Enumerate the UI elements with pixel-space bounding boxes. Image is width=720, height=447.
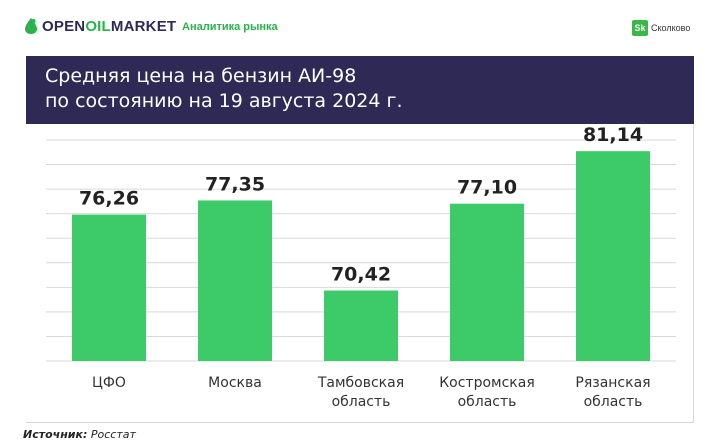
data-label: 76,26 [79, 188, 139, 210]
logo-part-market: MARKET [110, 17, 177, 35]
bar[interactable] [324, 290, 398, 361]
oil-drop-icon [24, 17, 38, 35]
bar[interactable] [450, 203, 524, 361]
category-label: область [458, 394, 517, 410]
data-label: 77,35 [205, 173, 265, 195]
category-label: область [332, 394, 391, 410]
skolkovo-logo[interactable]: Sk Сколково [632, 20, 690, 36]
data-label: 81,14 [583, 124, 643, 146]
chart-title-line-1: Средняя цена на бензин АИ-98 [45, 65, 357, 87]
tagline: Аналитика рынка [182, 21, 278, 33]
category-label: Тамбовская [317, 375, 404, 391]
bar[interactable] [576, 151, 650, 361]
chart-title-band: Средняя цена на бензин АИ-98 по состояни… [26, 56, 694, 124]
bar[interactable] [198, 200, 272, 361]
skolkovo-mark-icon: Sk [632, 20, 648, 36]
source-value: Росстат [90, 428, 136, 441]
category-label: Рязанская [575, 375, 650, 391]
source-note: Источник: Росстат [23, 428, 136, 441]
chart-title-line-2: по состоянию на 19 августа 2024 г. [45, 90, 403, 112]
data-label: 70,42 [331, 264, 391, 286]
logo-part-oil: OIL [85, 17, 111, 35]
logo-wordmark: OPENOILMARKET [42, 18, 176, 35]
header: OPENOILMARKET Аналитика рынка Sk Сколков… [0, 0, 720, 56]
category-label: Костромская [439, 375, 535, 391]
data-label: 77,10 [457, 177, 517, 199]
category-label: Москва [208, 375, 262, 391]
skolkovo-label: Сколково [651, 23, 691, 33]
bar[interactable] [72, 214, 146, 361]
bar-chart: 76,26 ЦФО 77,35 Москва 70,42 Тамбовская област… [46, 124, 676, 410]
openoilmarket-logo[interactable]: OPENOILMARKET [24, 17, 176, 35]
source-label: Источник: [23, 428, 88, 441]
chart-frame: 76,26 ЦФО 77,35 Москва 70,42 Тамбовская област… [26, 124, 694, 423]
logo-part-open: OPEN [42, 17, 86, 35]
category-label: область [584, 394, 643, 410]
category-label: ЦФО [92, 375, 126, 391]
